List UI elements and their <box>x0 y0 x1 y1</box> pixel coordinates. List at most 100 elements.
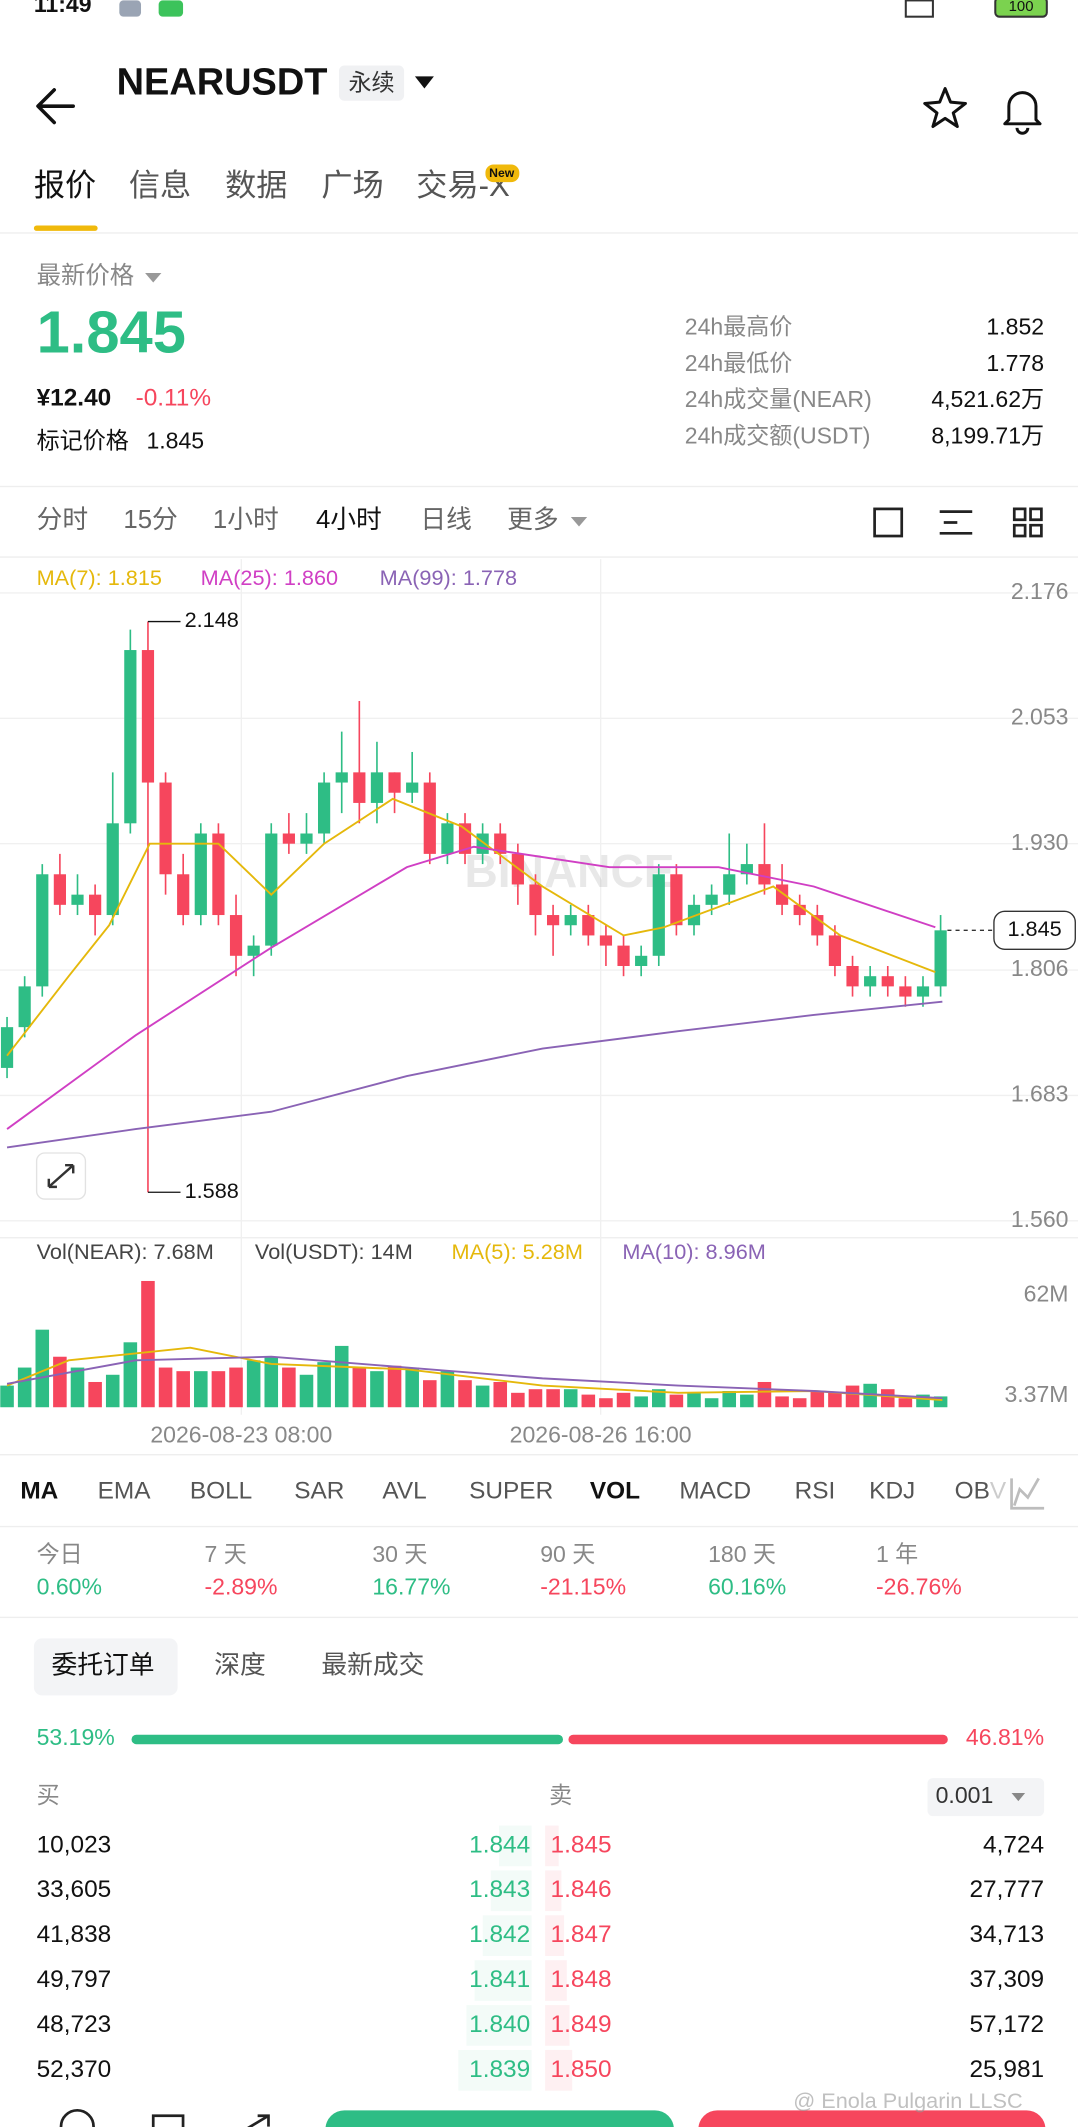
status-icon <box>119 0 142 17</box>
indicator-fade <box>989 1471 1078 1513</box>
volume-bar <box>880 1389 895 1408</box>
volume-bar <box>898 1398 913 1408</box>
interval-tab[interactable]: 分时 <box>37 505 89 534</box>
candle-body <box>89 894 102 916</box>
ask-quantity: 34,713 <box>969 1921 1044 1948</box>
interval-tab[interactable]: 15分 <box>123 506 177 534</box>
depth-shade <box>545 1960 567 2001</box>
volume-label: Vol(USDT): 14M <box>255 1239 413 1264</box>
indicator-tab[interactable]: KDJ <box>869 1477 915 1504</box>
orderbook-tab[interactable]: 委托订单 <box>52 1651 155 1680</box>
period-label: 180 天 <box>708 1541 776 1567</box>
nav-icon[interactable] <box>241 2114 270 2127</box>
volume-bar <box>229 1367 243 1408</box>
stat-label: 24h成交量(NEAR) <box>685 386 872 412</box>
tool-icon[interactable] <box>939 510 973 535</box>
interval-tab[interactable]: 日线 <box>420 505 471 534</box>
volume-bar <box>440 1371 455 1408</box>
candle-body <box>775 884 789 905</box>
alert-button[interactable] <box>1003 91 1042 135</box>
price-label: 最新价格 <box>37 262 135 289</box>
divider <box>0 485 1078 488</box>
new-badge-text: New <box>489 166 515 180</box>
stat-label: 24h最低价 <box>685 350 793 376</box>
candle-body <box>529 884 542 916</box>
symbol-dropdown[interactable] <box>414 76 434 89</box>
precision-select[interactable] <box>927 1778 1045 1817</box>
indicator-tab[interactable]: SAR <box>294 1477 344 1504</box>
period-label: 今日 <box>37 1541 83 1567</box>
period-change: 0.60% <box>37 1573 102 1599</box>
ma-line <box>6 1000 943 1149</box>
candle-body <box>881 976 894 987</box>
y-tick-label: 1.806 <box>1011 955 1069 981</box>
price-dropdown[interactable] <box>145 272 162 283</box>
legend-entry: MA(5): 5.28M <box>452 1239 583 1264</box>
candle-body <box>265 833 278 946</box>
legend-entry: MA(10): 8.96M <box>622 1239 765 1264</box>
interval-tab[interactable]: 1小时 <box>213 505 279 534</box>
candle-body <box>18 986 31 1028</box>
indicator-tab[interactable]: BOLL <box>190 1477 252 1504</box>
indicator-tab[interactable]: SUPER <box>469 1477 553 1504</box>
more-dropdown[interactable] <box>570 517 588 527</box>
ask-price: 1.845 <box>551 1831 612 1858</box>
favorite-button[interactable] <box>923 87 967 129</box>
candle-body <box>546 915 560 926</box>
y-tick-label: 62M <box>1024 1280 1069 1306</box>
indicator-tab[interactable]: RSI <box>795 1477 836 1504</box>
candle-body <box>599 935 613 946</box>
legend-entry: MA(25): 1.860 <box>201 565 338 590</box>
period-label: 30 天 <box>372 1541 427 1567</box>
mark-price-label: 标记价格 <box>37 428 129 454</box>
divider <box>0 1616 1078 1619</box>
divider <box>0 1525 1078 1528</box>
back-button[interactable] <box>36 88 75 125</box>
indicator-tab[interactable]: MACD <box>679 1477 751 1504</box>
ask-quantity: 27,777 <box>969 1876 1044 1903</box>
buy-button[interactable] <box>325 2110 674 2127</box>
volume-bar <box>634 1396 648 1408</box>
volume-bar <box>810 1391 825 1408</box>
ask-price: 1.846 <box>551 1876 612 1903</box>
orderbook-tab[interactable]: 深度 <box>214 1651 266 1680</box>
bid-quantity: 48,723 <box>37 2011 112 2038</box>
tab[interactable]: 信息 <box>129 168 191 203</box>
candle-body <box>423 782 436 854</box>
nav-icon[interactable] <box>151 2114 185 2127</box>
indicator-tab[interactable]: EMA <box>98 1477 152 1504</box>
volume-bar <box>651 1389 666 1408</box>
sell-ratio: 46.81% <box>966 1724 1044 1750</box>
volume-bar <box>775 1396 789 1408</box>
indicator-tab[interactable]: AVL <box>382 1477 426 1504</box>
volume-bar <box>616 1392 631 1408</box>
sell-button[interactable] <box>698 2110 1046 2127</box>
tool-icon[interactable] <box>1012 507 1043 538</box>
interval-tab[interactable]: 更多 <box>507 505 559 534</box>
buy-ratio: 53.19% <box>37 1724 115 1750</box>
indicator-tab[interactable]: MA <box>20 1477 58 1504</box>
candle-body <box>318 782 331 834</box>
tool-icon[interactable] <box>873 507 904 538</box>
bid-quantity: 49,797 <box>37 1966 112 1993</box>
volume-bar <box>458 1380 472 1408</box>
candle-body <box>635 955 648 966</box>
tab[interactable]: 广场 <box>321 168 383 203</box>
candle-body <box>494 833 507 854</box>
depth-shade <box>482 1915 532 1957</box>
new-badge <box>485 164 520 183</box>
depth-shade <box>490 1870 532 1912</box>
bid-price: 1.839 <box>469 2056 530 2083</box>
indicator-tab[interactable]: VOL <box>590 1477 640 1504</box>
tab[interactable]: 数据 <box>225 168 287 203</box>
orderbook-tab[interactable]: 最新成交 <box>321 1651 424 1680</box>
chart-tools[interactable] <box>873 507 1043 538</box>
tab[interactable]: 报价 <box>34 168 96 203</box>
depth-shade <box>474 1960 532 2001</box>
interval-tab[interactable]: 4小时 <box>316 505 382 534</box>
candle-body <box>247 945 260 956</box>
ma-line <box>6 1346 943 1401</box>
